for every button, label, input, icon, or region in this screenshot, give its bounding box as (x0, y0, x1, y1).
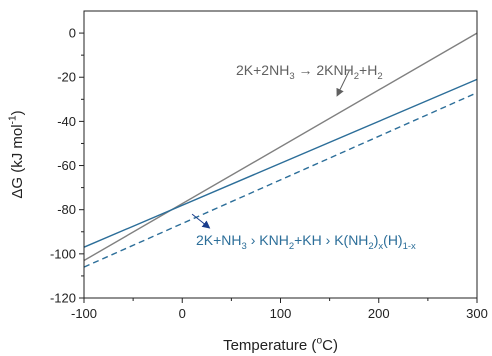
reaction-annotation-1: 2K+2NH3​ → 2KNH2​+H2​ (236, 62, 383, 82)
annotation-layer: 2K+2NH3​ → 2KNH2​+H2​ 2K+NH3​ › KNH2​+KH … (191, 62, 416, 252)
annotation-arrow-2 (191, 213, 211, 229)
y-tick-label: -80 (57, 202, 76, 217)
series-line-2 (83, 78, 478, 248)
y-tick-label: -100 (50, 246, 76, 261)
series-line-1 (83, 32, 478, 262)
y-axis-label: ΔG (kJ mol-1​) (8, 110, 26, 198)
series-layer (83, 32, 478, 268)
reaction-annotation-2: 2K+NH3​ › KNH2​+KH › K(NH2​)x​(H)1-x​ (196, 232, 416, 252)
x-tick-label: -100 (71, 306, 97, 321)
x-tick-label: 200 (368, 306, 390, 321)
y-tick-label: -40 (57, 114, 76, 129)
annotation-arrow-1 (336, 70, 350, 97)
x-tick-label: 0 (179, 306, 186, 321)
y-tick-label: -60 (57, 158, 76, 173)
series-line-3 (83, 92, 478, 268)
y-tick-label: -20 (57, 70, 76, 85)
y-tick-label: -120 (50, 291, 76, 306)
y-tick-label: 0 (69, 26, 76, 41)
plot-frame (83, 10, 478, 299)
x-tick-label: 100 (270, 306, 292, 321)
x-axis-label: Temperature (o​C) (223, 336, 338, 354)
x-tick-label: 300 (466, 306, 488, 321)
